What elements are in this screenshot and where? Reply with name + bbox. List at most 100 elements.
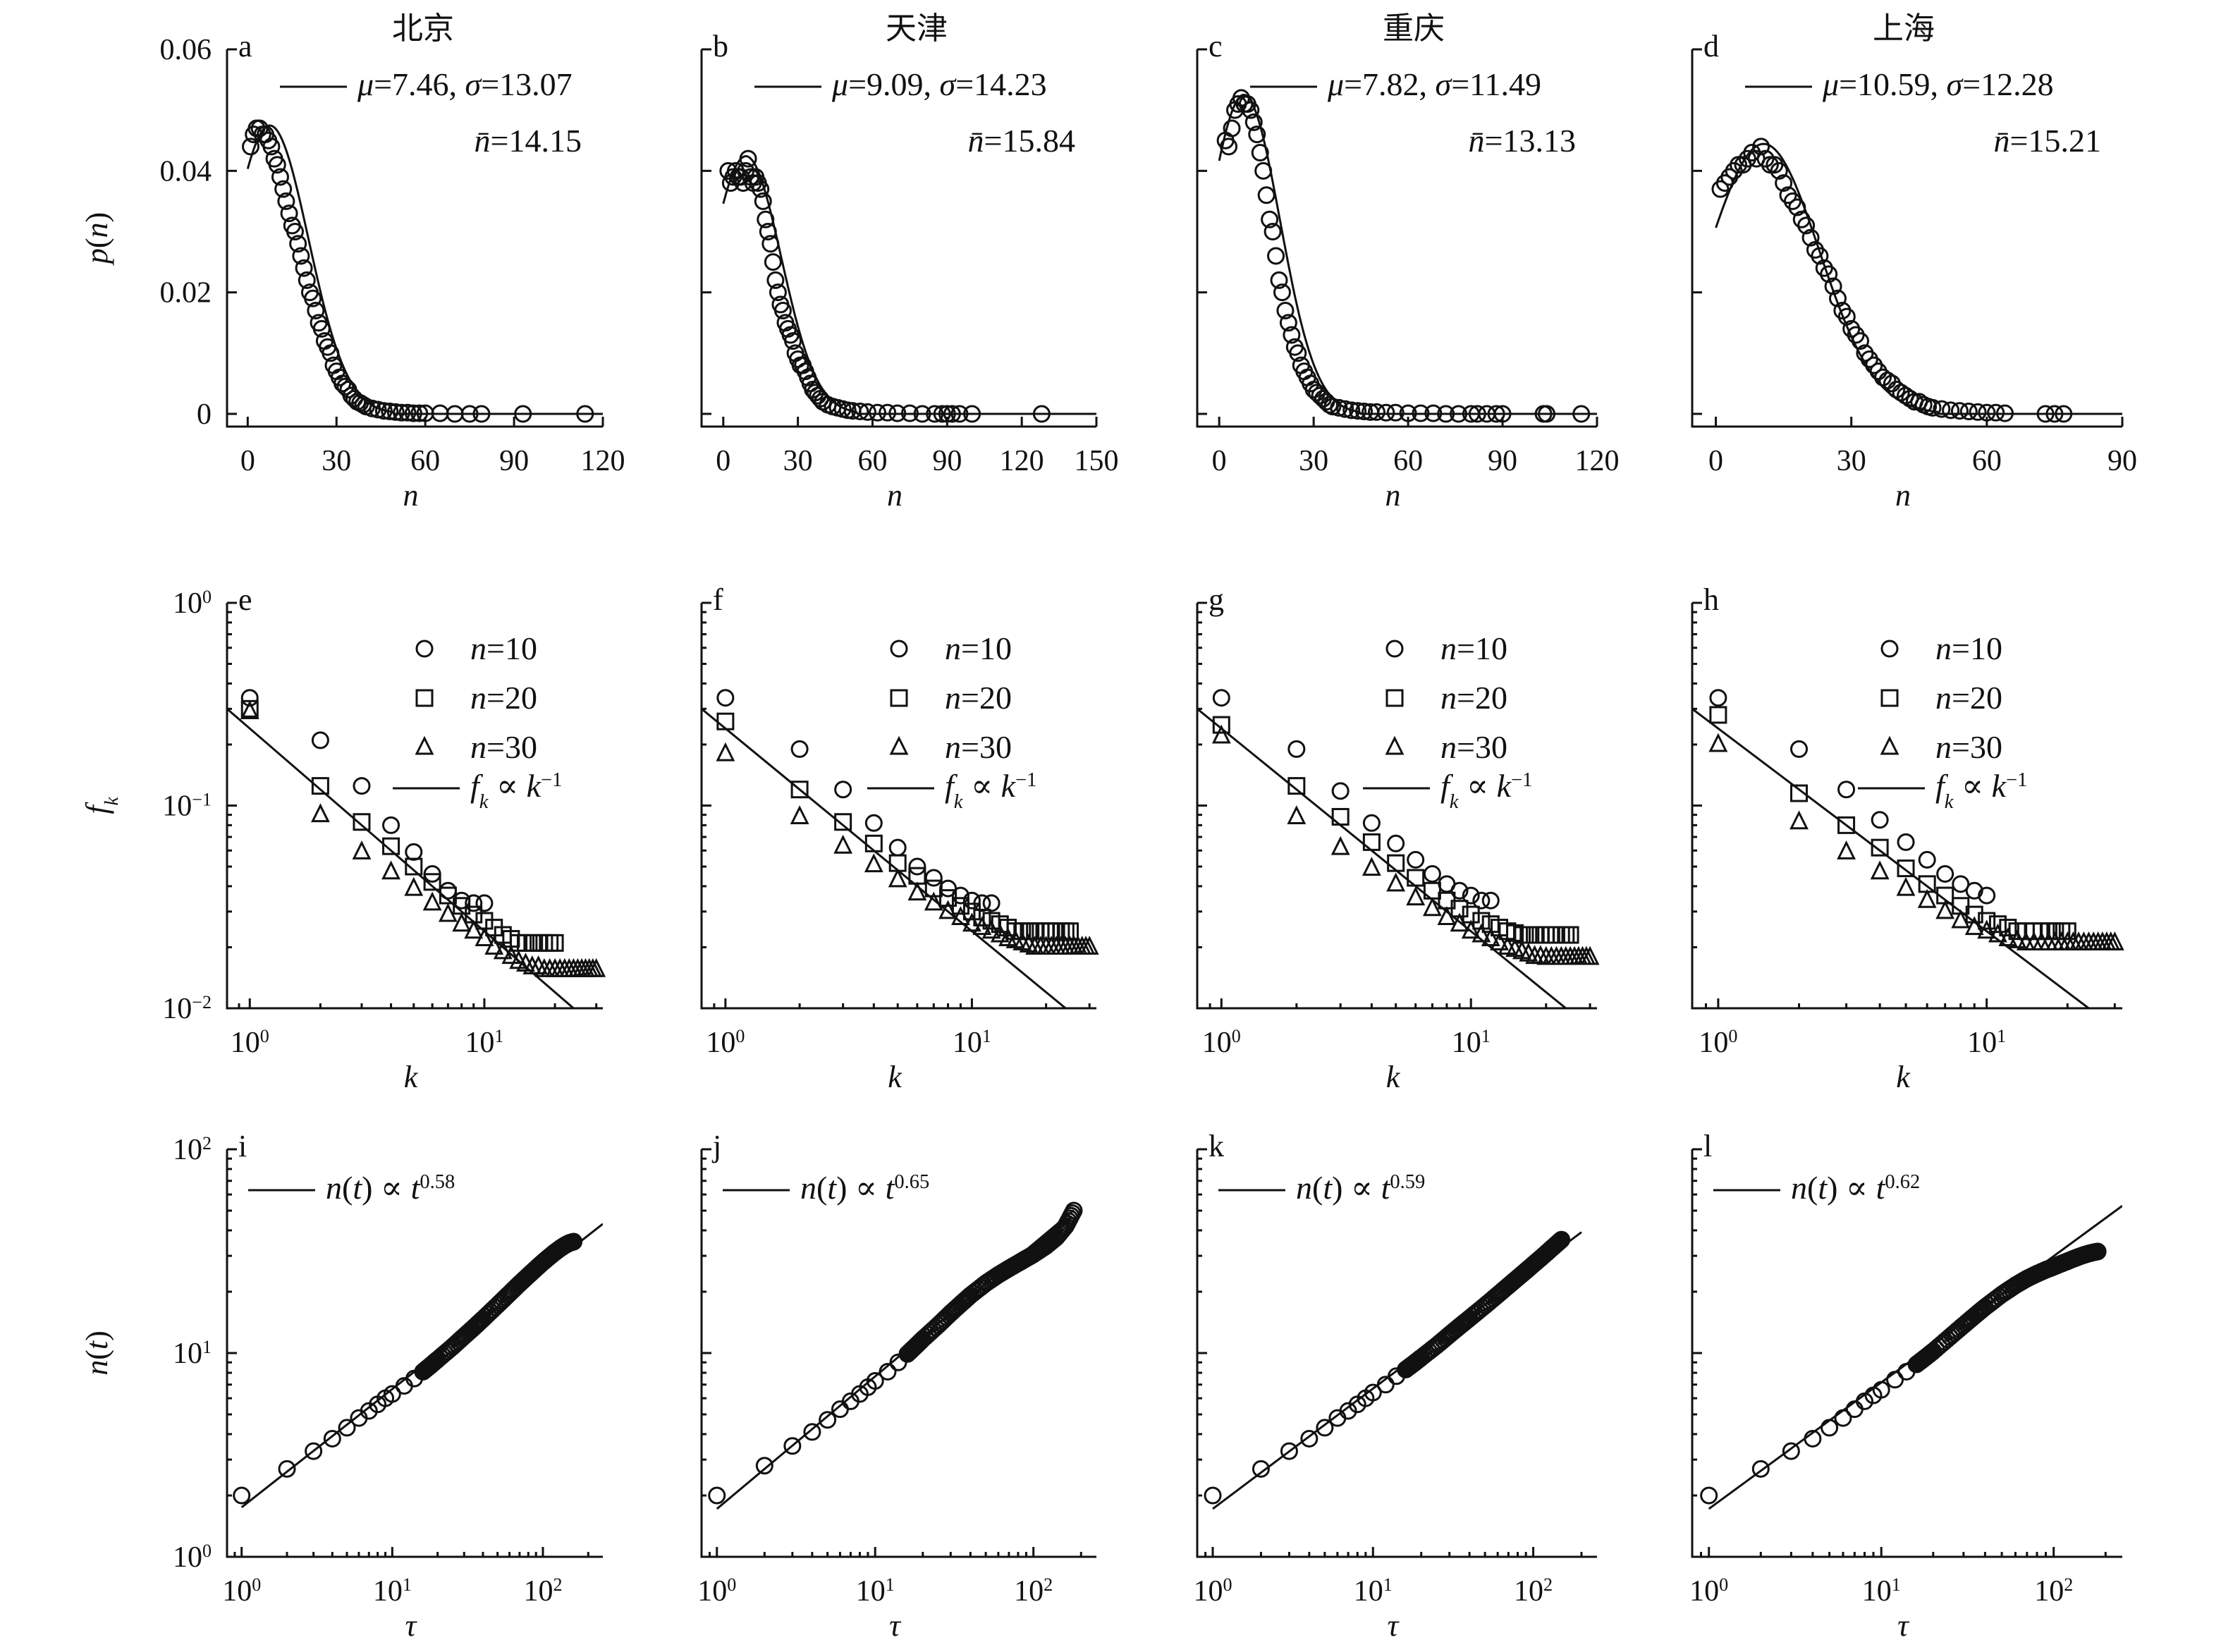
x-tick-label: 30 (322, 445, 351, 477)
data-point (1468, 405, 1486, 423)
data-point (790, 781, 809, 799)
legend-marker (1880, 735, 1899, 755)
axis-lines (700, 603, 1096, 1010)
data-point (286, 223, 304, 240)
data-point (1751, 1460, 1770, 1478)
x-axis-label: k (1386, 1060, 1401, 1094)
x-axis-label: n (1385, 478, 1401, 513)
legend-marker (890, 640, 908, 658)
data-point (864, 834, 883, 852)
data-point (1462, 886, 1480, 905)
data-point (369, 400, 387, 419)
x-tick-label: 90 (499, 445, 529, 477)
y-tick-label: 100 (173, 1541, 212, 1574)
data-point (708, 1486, 726, 1505)
x-tick-label: 100 (1689, 1574, 1728, 1608)
data-point (381, 860, 400, 880)
data-point (382, 816, 400, 834)
data-point (1204, 1486, 1222, 1505)
data-point (383, 1385, 401, 1403)
data-point (790, 805, 809, 824)
data-point (1828, 289, 1847, 307)
data-point (460, 405, 479, 423)
data-point (773, 302, 792, 320)
data-point (405, 843, 423, 861)
data-point (1223, 119, 1241, 137)
legend-label: n=30 (470, 729, 537, 765)
data-point (334, 374, 352, 393)
x-axis-label: n (403, 478, 419, 513)
data-point (1450, 912, 1469, 932)
data-point (1328, 1409, 1347, 1427)
data-point (1287, 777, 1306, 795)
x-tick-label: 0 (1212, 445, 1227, 477)
data-point (374, 402, 393, 420)
mean-annotation: n̄=13.13 (1469, 123, 1576, 159)
legend-label: n=30 (1440, 729, 1507, 765)
legend-label: n=30 (1935, 729, 2002, 765)
data-point (1386, 872, 1406, 892)
x-tick-label: 0 (1708, 445, 1723, 477)
data-point (382, 837, 400, 855)
x-tick-label: 60 (1393, 445, 1423, 477)
data-point (1965, 881, 1983, 900)
data-point (1959, 403, 1978, 421)
panel-letter: f (713, 582, 723, 617)
data-point (2036, 405, 2055, 423)
data-point (951, 886, 969, 905)
legend-label: μ=9.09, σ=14.23 (831, 66, 1047, 102)
data-point (1918, 850, 1936, 869)
data-point (879, 1362, 897, 1381)
data-point (423, 873, 441, 891)
data-point (280, 204, 298, 223)
data-point (298, 271, 316, 289)
data-point (1557, 926, 1575, 944)
data-point (1892, 384, 1910, 402)
panel-a: 0 0.02 0.04 0.06 0 30 60 90 120 n p(n) a μ=7.46, σ=1… (80, 29, 625, 513)
x-tick-label: 101 (856, 1574, 895, 1608)
data-point (546, 934, 564, 952)
data-point (576, 405, 594, 423)
data-point (277, 192, 295, 210)
data-point (990, 923, 1010, 943)
data-point (1032, 405, 1051, 423)
data-point (1965, 905, 1983, 924)
panel-letter: d (1703, 29, 1719, 63)
data-point (271, 168, 289, 186)
data-point (1987, 403, 2005, 422)
data-point (1461, 919, 1481, 939)
data-point (404, 876, 424, 896)
data-point (716, 712, 735, 730)
x-tick-label: 102 (1514, 1574, 1553, 1608)
data-point (464, 919, 484, 939)
legend-label: n=10 (945, 630, 1012, 666)
y-tick-label: 0.02 (160, 277, 212, 310)
x-tick-label: 60 (1972, 445, 2002, 477)
data-point (1977, 919, 1997, 939)
data-point (1878, 372, 1897, 390)
data-point (1824, 277, 1842, 295)
panel-j: 100 101 102 τ j n(t) ∝ t0.65 (697, 1129, 1096, 1643)
data-point (933, 405, 951, 423)
legend-label: μ=10.59, σ=12.28 (1822, 66, 2054, 102)
x-tick-label: 101 (1862, 1574, 1901, 1608)
data-point (1437, 906, 1457, 925)
legend-marker (890, 689, 908, 707)
data-point (1308, 384, 1326, 402)
data-point (475, 927, 494, 947)
data-point (790, 740, 809, 758)
data-point (1951, 909, 1971, 929)
data-point (1837, 307, 1856, 326)
data-point (1801, 228, 1820, 247)
data-point (1969, 403, 1987, 421)
data-point (393, 403, 411, 422)
data-point (1978, 886, 1996, 905)
data-point (311, 731, 329, 749)
data-point (1481, 891, 1500, 910)
legend-label: μ=7.46, σ=13.07 (357, 66, 573, 102)
data-point (1399, 404, 1417, 422)
data-point (475, 894, 494, 912)
data-point (933, 1312, 951, 1330)
x-tick-label: 102 (523, 1574, 562, 1608)
